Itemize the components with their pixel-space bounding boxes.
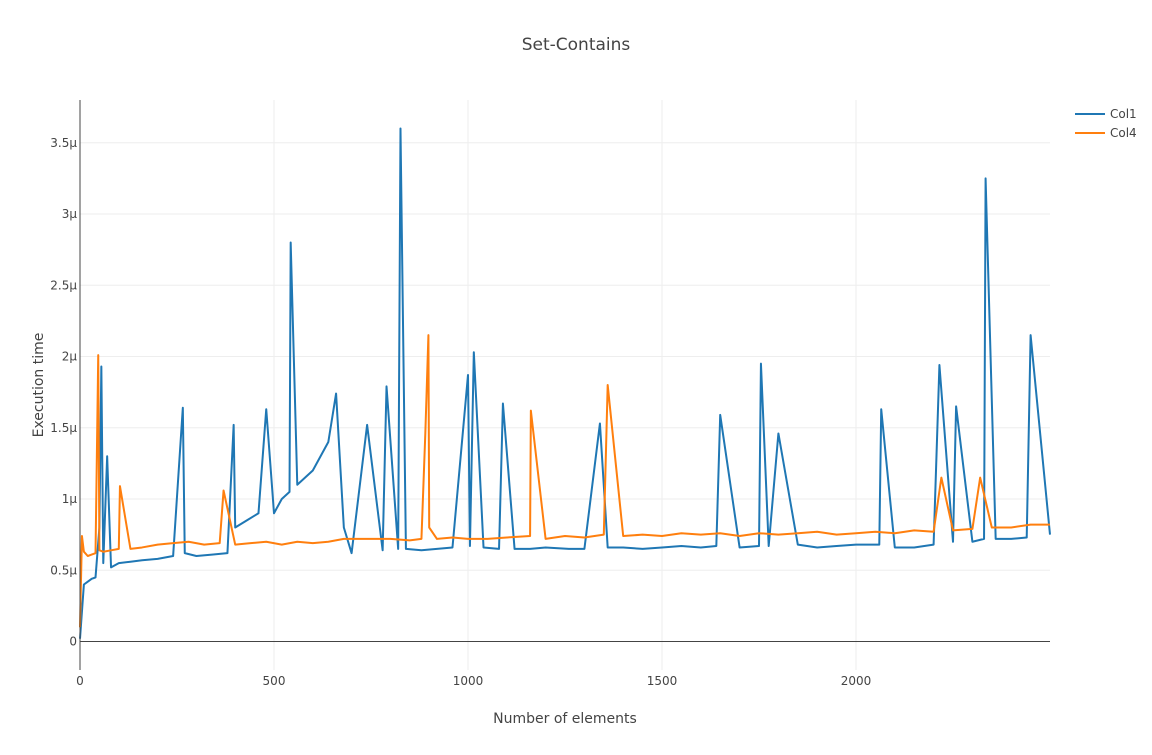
legend-label-col4[interactable]: Col4 [1110,126,1137,140]
legend: Col1 Col4 [1075,107,1137,140]
gridlines [80,100,1050,670]
x-tick-label: 0 [76,674,84,688]
x-tick-label: 1500 [647,674,678,688]
y-tick-label: 2μ [62,350,78,364]
axes: 0 500 1000 1500 2000 0 0.5μ 1μ 1.5μ 2μ 2.5μ 3μ 3.5μ [50,100,1050,688]
x-tick-label: 500 [263,674,286,688]
y-tick-label: 0.5μ [50,563,77,577]
y-tick-label: 3.5μ [50,136,77,150]
x-axis-title: Number of elements [493,711,637,727]
y-tick-label: 1.5μ [50,421,77,435]
y-tick-label: 0 [69,635,77,649]
chart-title: Set-Contains [522,35,631,55]
series-line-col1 [79,127,1051,639]
y-tick-label: 2.5μ [50,278,77,292]
y-tick-label: 3μ [62,207,78,221]
series-line-col4 [79,334,1050,628]
legend-label-col1[interactable]: Col1 [1110,107,1137,121]
y-axis-title: Execution time [31,333,47,438]
series-lines [79,127,1051,639]
x-tick-label: 2000 [841,674,872,688]
y-tick-label: 1μ [62,492,78,506]
x-tick-label: 1000 [453,674,484,688]
